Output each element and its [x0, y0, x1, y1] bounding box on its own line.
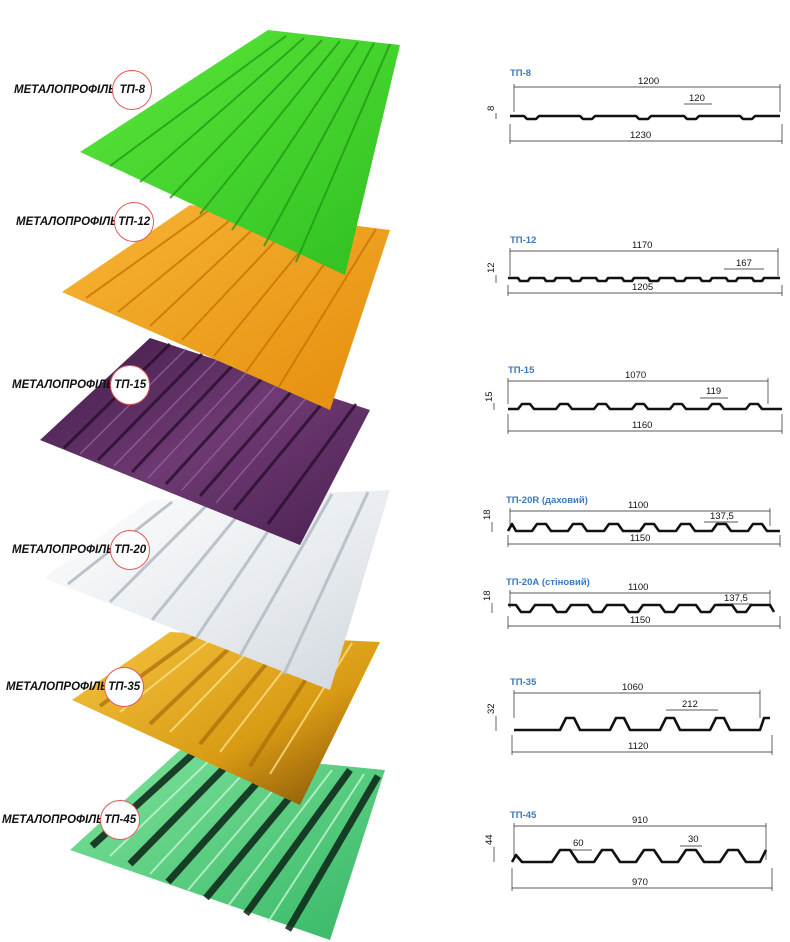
- dimension-bottom-width: 1205: [632, 282, 653, 293]
- profile-tp-35: ТП-35 1060 212 32 1120: [486, 677, 773, 755]
- profile-tp-12: ТП-12 1170 167 12 1205: [486, 235, 783, 296]
- sheet-label-tp-45: МЕТАЛОПРОФІЛЬ ТП-45: [2, 800, 141, 840]
- sheet-label-text: МЕТАЛОПРОФІЛЬ: [12, 544, 115, 556]
- dimension-top-width: 910: [632, 815, 648, 826]
- sheet-badge: ТП-8: [112, 70, 153, 110]
- sheet-label-text: МЕТАЛОПРОФІЛЬ: [12, 379, 115, 391]
- dimension-top-width: 1200: [638, 76, 659, 87]
- sheet-label-tp-8: МЕТАЛОПРОФІЛЬ ТП-8: [14, 70, 153, 110]
- sheet-label-tp-12: МЕТАЛОПРОФІЛЬ ТП-12: [16, 202, 155, 242]
- sheet-label-tp-15: МЕТАЛОПРОФІЛЬ ТП-15: [12, 365, 151, 405]
- profile-title: ТП-20R (даховий): [506, 495, 588, 506]
- sheet-label-tp-20: МЕТАЛОПРОФІЛЬ ТП-20: [12, 530, 151, 570]
- profile-title: ТП-15: [508, 365, 535, 376]
- dimension-bottom-width: 1160: [632, 420, 652, 431]
- profile-title: ТП-12: [510, 235, 536, 246]
- profile-tp-45: ТП-45 910 60 30 44 970: [484, 810, 773, 891]
- profile-drawings: ТП-8 1200 120 8 1230 ТП-12 1170 167 12 1…: [482, 68, 783, 891]
- dimension-height: 15: [484, 391, 495, 402]
- sheet-badge: ТП-45: [100, 800, 141, 840]
- dimension-pitch: 137,5: [724, 593, 748, 604]
- dimension-top-width: 1100: [628, 500, 648, 511]
- profile-tp-8: ТП-8 1200 120 8 1230: [486, 68, 783, 144]
- dimension-extra: 30: [688, 834, 699, 845]
- sheet-label-text: МЕТАЛОПРОФІЛЬ: [14, 84, 117, 96]
- sheet-badge: ТП-15: [110, 365, 151, 405]
- sheet-badge: ТП-12: [114, 202, 155, 242]
- dimension-top-width: 1060: [622, 682, 643, 693]
- dimension-top-width: 1100: [628, 582, 648, 593]
- dimension-bottom-width: 1230: [630, 130, 651, 141]
- dimension-height: 8: [486, 106, 497, 111]
- sheet-tp-45: [70, 749, 385, 940]
- sheet-tp-8: [80, 30, 400, 275]
- dimension-pitch: 60: [573, 838, 584, 849]
- dimension-bottom-width: 1150: [630, 615, 650, 626]
- dimension-height: 44: [484, 834, 495, 845]
- dimension-bottom-width: 1150: [630, 533, 650, 544]
- profile-tp-20r: ТП-20R (даховий) 1100 137,5 18 1150: [482, 495, 781, 547]
- profile-title: ТП-45: [510, 810, 537, 821]
- sheet-label-text: МЕТАЛОПРОФІЛЬ: [2, 814, 105, 826]
- dimension-pitch: 120: [689, 93, 705, 104]
- dimension-height: 32: [486, 703, 497, 714]
- profile-title: ТП-20А (стіновий): [506, 577, 590, 588]
- sheet-badge: ТП-20: [110, 530, 151, 570]
- sheet-badge: ТП-35: [104, 667, 145, 707]
- sheet-label-text: МЕТАЛОПРОФІЛЬ: [6, 681, 109, 693]
- dimension-top-width: 1170: [632, 240, 652, 251]
- dimension-pitch: 119: [706, 386, 721, 397]
- profile-tp-15: ТП-15 1070 119 15 1160: [484, 365, 783, 434]
- dimension-bottom-width: 970: [632, 877, 648, 888]
- dimension-height: 18: [482, 590, 493, 601]
- profile-title: ТП-8: [510, 68, 531, 79]
- dimension-pitch: 167: [736, 258, 752, 269]
- dimension-pitch: 212: [682, 699, 698, 710]
- dimension-height: 12: [486, 262, 497, 273]
- dimension-top-width: 1070: [625, 370, 646, 381]
- profile-tp-20a: ТП-20А (стіновий) 1100 137,5 18 1150: [482, 577, 781, 629]
- sheet-label-text: МЕТАЛОПРОФІЛЬ: [16, 216, 119, 228]
- dimension-height: 18: [482, 509, 493, 520]
- sheet-label-tp-35: МЕТАЛОПРОФІЛЬ ТП-35: [6, 667, 145, 707]
- dimension-bottom-width: 1120: [628, 741, 648, 752]
- dimension-pitch: 137,5: [710, 511, 734, 522]
- profile-title: ТП-35: [510, 677, 537, 688]
